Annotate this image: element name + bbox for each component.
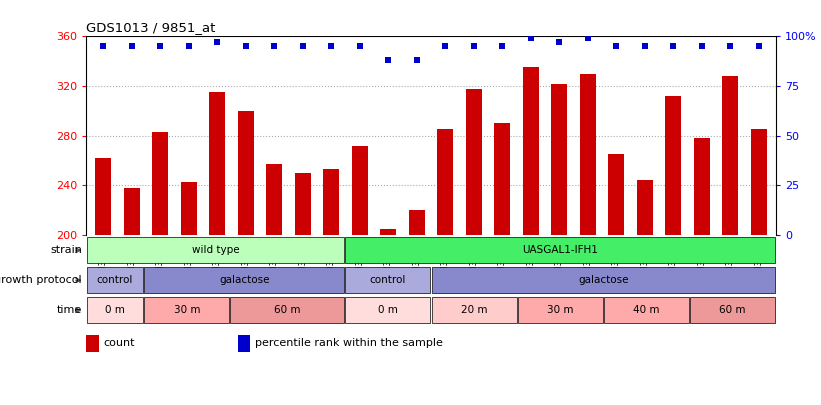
Point xyxy=(610,43,623,50)
Bar xyxy=(144,297,229,323)
Bar xyxy=(267,164,282,235)
Bar xyxy=(87,297,143,323)
Bar xyxy=(124,188,140,235)
Text: growth protocol: growth protocol xyxy=(0,275,82,285)
Point xyxy=(438,43,452,50)
Bar xyxy=(95,158,111,235)
Bar xyxy=(494,123,510,235)
Bar xyxy=(432,297,516,323)
Point xyxy=(410,57,424,64)
Point xyxy=(182,43,195,50)
Point xyxy=(97,43,110,50)
Bar xyxy=(144,267,344,293)
Point xyxy=(467,43,480,50)
Point xyxy=(752,43,765,50)
Text: GDS1013 / 9851_at: GDS1013 / 9851_at xyxy=(86,21,216,34)
Point xyxy=(268,43,281,50)
Text: 20 m: 20 m xyxy=(461,305,488,315)
Bar xyxy=(238,335,250,352)
Bar xyxy=(86,335,99,352)
Text: 30 m: 30 m xyxy=(547,305,574,315)
Point xyxy=(524,35,537,42)
Point xyxy=(581,35,594,42)
Point xyxy=(723,43,736,50)
Text: control: control xyxy=(369,275,406,285)
Bar xyxy=(665,96,681,235)
Bar xyxy=(466,89,482,235)
Bar xyxy=(295,173,310,235)
Bar xyxy=(637,180,653,235)
Text: 60 m: 60 m xyxy=(719,305,746,315)
Bar xyxy=(608,154,624,235)
Bar xyxy=(231,297,344,323)
Bar xyxy=(604,297,689,323)
Bar xyxy=(432,267,775,293)
Text: 40 m: 40 m xyxy=(633,305,660,315)
Point xyxy=(695,43,709,50)
Bar xyxy=(87,237,344,263)
Point xyxy=(325,43,338,50)
Bar xyxy=(438,130,453,235)
Text: strain: strain xyxy=(50,245,82,255)
Bar xyxy=(722,76,738,235)
Point xyxy=(382,57,395,64)
Bar xyxy=(751,130,767,235)
Text: wild type: wild type xyxy=(191,245,240,255)
Bar xyxy=(346,267,430,293)
Point xyxy=(553,39,566,46)
Text: galactose: galactose xyxy=(219,275,269,285)
Text: time: time xyxy=(57,305,82,315)
Point xyxy=(239,43,252,50)
Bar xyxy=(238,111,254,235)
Point xyxy=(296,43,310,50)
Bar xyxy=(181,181,197,235)
Bar xyxy=(380,229,396,235)
Point xyxy=(638,43,651,50)
Bar xyxy=(153,132,168,235)
Point xyxy=(353,43,366,50)
Point xyxy=(667,43,680,50)
Point xyxy=(126,43,139,50)
Text: percentile rank within the sample: percentile rank within the sample xyxy=(255,339,443,348)
Bar xyxy=(323,169,339,235)
Bar xyxy=(580,74,595,235)
Point xyxy=(496,43,509,50)
Text: 60 m: 60 m xyxy=(274,305,300,315)
Bar xyxy=(552,83,567,235)
Bar xyxy=(87,267,143,293)
Text: control: control xyxy=(97,275,133,285)
Bar xyxy=(518,297,603,323)
Bar xyxy=(346,237,775,263)
Bar xyxy=(209,92,225,235)
Text: 0 m: 0 m xyxy=(105,305,125,315)
Bar xyxy=(409,210,424,235)
Point xyxy=(154,43,167,50)
Bar xyxy=(690,297,775,323)
Text: UASGAL1-IFH1: UASGAL1-IFH1 xyxy=(522,245,599,255)
Text: galactose: galactose xyxy=(578,275,629,285)
Point xyxy=(211,39,224,46)
Bar xyxy=(523,68,539,235)
Text: 0 m: 0 m xyxy=(378,305,398,315)
Text: 30 m: 30 m xyxy=(173,305,200,315)
Bar xyxy=(352,145,368,235)
Text: count: count xyxy=(103,339,135,348)
Bar xyxy=(346,297,430,323)
Bar xyxy=(694,138,709,235)
